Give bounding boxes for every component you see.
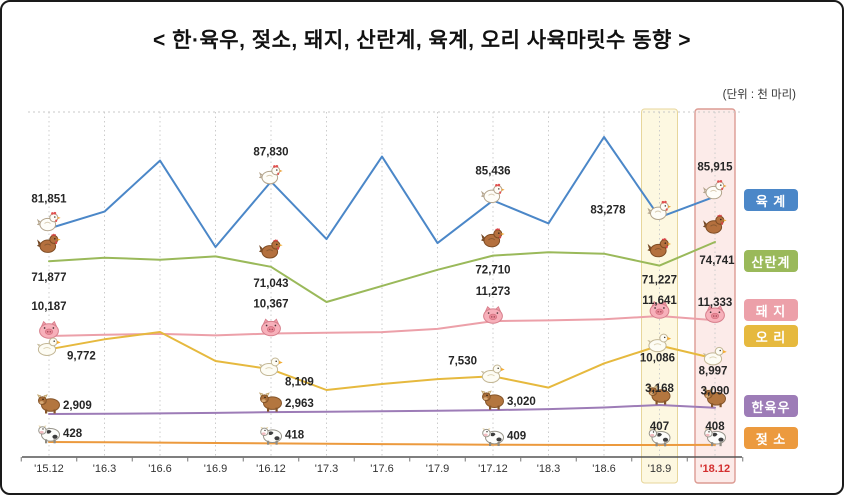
legend-chip-duck: 오 리 [744,325,798,347]
duck-icon [481,364,505,384]
value-label-broiler: 85,915 [697,162,733,174]
series-line-dairy [48,441,716,446]
value-label-duck: 9,772 [67,350,96,362]
value-label-dairy: 428 [63,428,83,440]
value-label-pig: 10,187 [31,301,66,313]
value-label-layer: 71,227 [642,275,677,287]
value-label-broiler: 85,436 [475,165,510,177]
legend-label-duck: 오 리 [755,329,787,345]
legend-label-dairy: 젖 소 [755,431,787,447]
legend-label-hanwoo: 한육우 [751,399,791,415]
series-line-hanwoo [48,404,716,415]
dairy-cow-icon [259,426,282,446]
pig-icon [483,306,503,324]
legend-chip-broiler: 육 계 [744,189,798,211]
value-label-hanwoo: 3,090 [701,386,730,398]
axis-label-16.12: '16.12 [256,463,286,475]
rooster-icon [259,238,283,259]
value-label-layer: 72,710 [475,265,510,277]
legend-chip-layer: 산란계 [744,250,798,272]
series-line-duck [48,331,716,391]
legend-label-pig: 돼 지 [755,303,787,319]
legend-label-broiler: 육 계 [755,193,787,209]
value-label-dairy: 418 [285,429,305,441]
hen-icon [259,164,283,185]
value-label-layer: 74,741 [699,255,735,267]
value-label-pig: 10,367 [253,299,288,311]
dairy-cow-icon [481,427,504,447]
legend-label-layer: 산란계 [751,254,791,270]
value-label-duck: 7,530 [448,355,477,367]
value-label-hanwoo: 3,020 [507,396,536,408]
axis-label-17.6: '17.6 [370,463,394,475]
pig-icon [39,321,59,339]
axis-label-18.9: '18.9 [648,463,672,475]
axis-label-17.3: '17.3 [315,463,339,475]
value-label-layer: 71,877 [31,272,66,284]
rooster-icon [481,227,505,248]
hen-icon [37,211,61,232]
axis-label-16.6: '16.6 [148,463,172,475]
series-line-broiler [48,136,716,248]
axis-label-15.12: '15.12 [34,463,64,475]
ox-icon [37,394,60,414]
axis-label-18.12: '18.12 [700,463,730,475]
value-label-broiler: 87,830 [253,147,288,159]
ox-icon [481,390,504,411]
value-label-duck: 10,086 [640,352,675,364]
value-label-dairy: 407 [650,421,669,433]
axis-label-16.3: '16.3 [93,463,117,475]
dairy-cow-icon [37,424,60,444]
axis-label-18.3: '18.3 [537,463,561,475]
duck-icon [37,337,61,356]
value-label-duck: 8,109 [285,376,314,388]
value-label-pig: 11,273 [476,286,511,298]
value-label-hanwoo: 2,909 [63,400,92,412]
axis-label-16.9: '16.9 [204,463,228,475]
value-label-dairy: 409 [507,431,526,443]
series-line-layer [48,241,716,303]
value-label-pig: 11,333 [698,297,733,309]
value-label-dairy: 408 [705,421,725,433]
value-label-pig: 11,641 [642,295,677,307]
pig-icon [261,318,281,337]
value-label-hanwoo: 2,963 [285,398,314,410]
axis-label-18.6: '18.6 [592,463,616,475]
chart-title: < 한·육우, 젖소, 돼지, 산란계, 육계, 오리 사육마릿수 동향 > [153,29,691,52]
value-label-hanwoo: 3,168 [645,383,674,395]
value-label-layer: 71,043 [253,278,288,290]
legend-chip-hanwoo: 한육우 [744,395,798,417]
legend-chip-pig: 돼 지 [744,299,798,321]
hen-icon [481,183,505,204]
unit-note: (단위 : 천 마리) [722,89,796,101]
value-label-broiler: 81,851 [31,194,67,206]
rooster-icon [37,233,61,253]
axis-label-17.12: '17.12 [478,463,508,475]
value-label-duck: 8,997 [699,366,728,378]
series-line-pig [48,315,716,337]
value-label-broiler: 83,278 [590,204,626,216]
axis-label-17.9: '17.9 [426,463,450,475]
legend-chip-dairy: 젖 소 [744,427,798,449]
